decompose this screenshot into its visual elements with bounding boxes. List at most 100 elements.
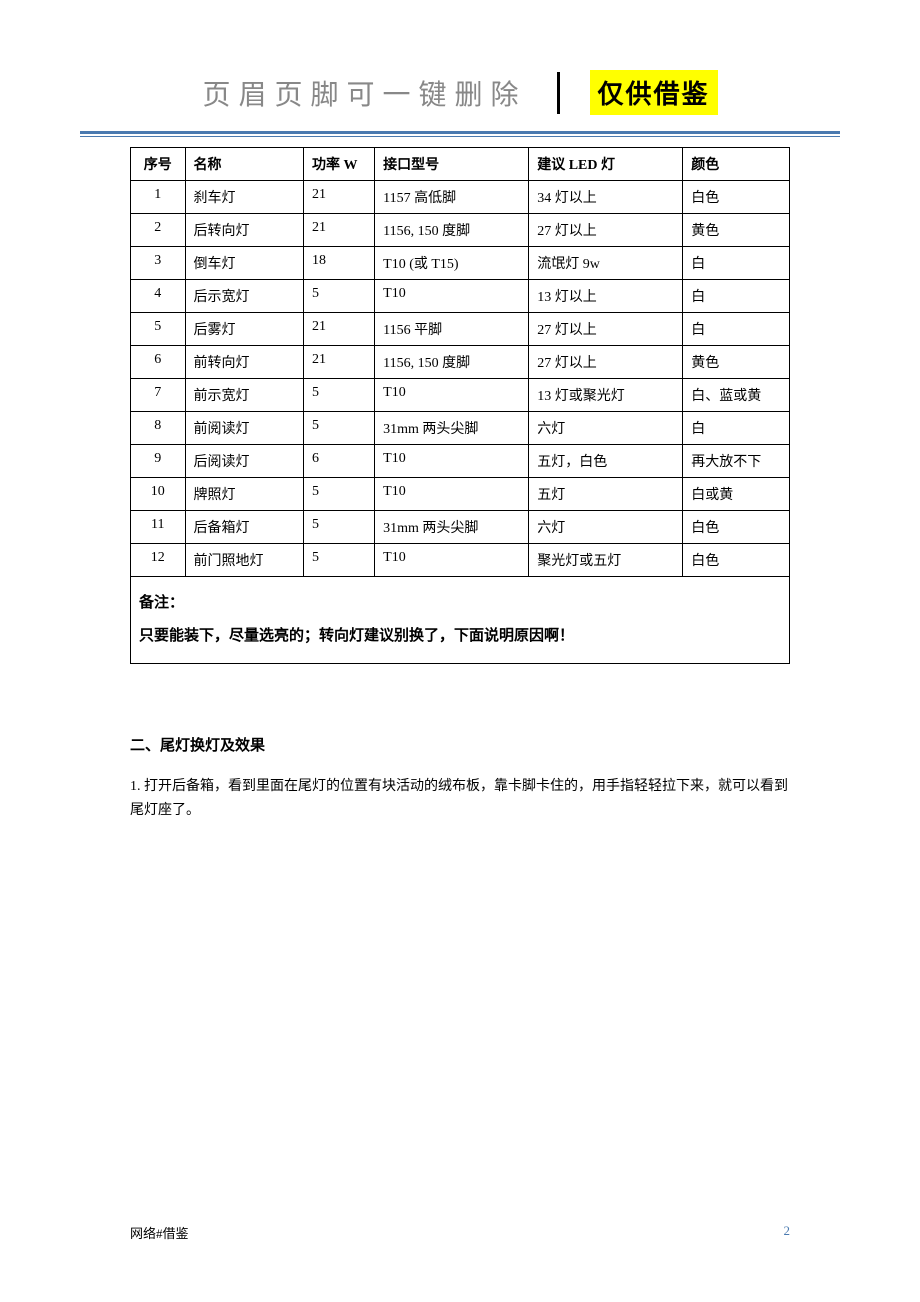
table-cell: 1156 平脚 (375, 313, 529, 346)
section2-title: 二、尾灯换灯及效果 (130, 734, 790, 755)
table-cell: 1 (131, 181, 186, 214)
table-cell: 7 (131, 379, 186, 412)
table-cell: 六灯 (529, 511, 683, 544)
table-cell: 1156, 150 度脚 (375, 346, 529, 379)
table-cell: 9 (131, 445, 186, 478)
table-cell: 21 (304, 214, 375, 247)
table-cell: 4 (131, 280, 186, 313)
table-cell: 2 (131, 214, 186, 247)
table-cell: 5 (304, 412, 375, 445)
table-cell: 白、蓝或黄 (683, 379, 790, 412)
table-row: 10牌照灯5T10五灯白或黄 (131, 478, 790, 511)
table-cell: T10 (375, 544, 529, 577)
table-cell: 前转向灯 (185, 346, 304, 379)
header-title: 页眉页脚可一键删除 (202, 73, 526, 113)
table-cell: 刹车灯 (185, 181, 304, 214)
table-row: 8前阅读灯531mm 两头尖脚六灯白 (131, 412, 790, 445)
table-cell: 前示宽灯 (185, 379, 304, 412)
note-label: 备注： (139, 595, 184, 611)
table-cell: 后雾灯 (185, 313, 304, 346)
table-cell: 白 (683, 280, 790, 313)
col-power: 功率 W (304, 148, 375, 181)
header-rule-thick (80, 131, 840, 134)
table-cell: 5 (131, 313, 186, 346)
table-cell: 后示宽灯 (185, 280, 304, 313)
table-cell: 6 (131, 346, 186, 379)
table-cell: 13 灯或聚光灯 (529, 379, 683, 412)
section2-para1: 1. 打开后备箱，看到里面在尾灯的位置有块活动的绒布板，靠卡脚卡住的，用手指轻轻… (130, 775, 790, 823)
table-row: 2后转向灯211156, 150 度脚27 灯以上黄色 (131, 214, 790, 247)
col-seq: 序号 (131, 148, 186, 181)
table-cell: 白色 (683, 544, 790, 577)
table-row: 6前转向灯211156, 150 度脚27 灯以上黄色 (131, 346, 790, 379)
table-cell: 倒车灯 (185, 247, 304, 280)
table-cell: 5 (304, 478, 375, 511)
table-row: 4后示宽灯5T1013 灯以上白 (131, 280, 790, 313)
col-name: 名称 (185, 148, 304, 181)
table-cell: 21 (304, 181, 375, 214)
table-cell: 5 (304, 544, 375, 577)
footer-page-number: 2 (784, 1223, 791, 1242)
table-cell: 13 灯以上 (529, 280, 683, 313)
table-cell: 牌照灯 (185, 478, 304, 511)
table-cell: 1156, 150 度脚 (375, 214, 529, 247)
table-cell: 后备箱灯 (185, 511, 304, 544)
col-led: 建议 LED 灯 (529, 148, 683, 181)
led-spec-table: 序号 名称 功率 W 接口型号 建议 LED 灯 颜色 1刹车灯211157 高… (130, 147, 790, 664)
table-cell: 12 (131, 544, 186, 577)
table-cell: T10 (375, 445, 529, 478)
table-cell: 前门照地灯 (185, 544, 304, 577)
table-cell: 3 (131, 247, 186, 280)
note-text: 只要能装下，尽量选亮的；转向灯建议别换了，下面说明原因啊！ (139, 628, 574, 644)
table-cell: 五灯，白色 (529, 445, 683, 478)
table-cell: 5 (304, 511, 375, 544)
table-cell: T10 (375, 379, 529, 412)
footer-left: 网络#借鉴 (130, 1223, 189, 1242)
table-cell: 五灯 (529, 478, 683, 511)
page-header: 页眉页脚可一键删除 仅供借鉴 (0, 0, 920, 125)
table-cell: 21 (304, 313, 375, 346)
header-divider (557, 72, 560, 114)
table-cell: 18 (304, 247, 375, 280)
table-cell: 白色 (683, 511, 790, 544)
table-cell: 流氓灯 9w (529, 247, 683, 280)
col-port: 接口型号 (375, 148, 529, 181)
table-row: 11后备箱灯531mm 两头尖脚六灯白色 (131, 511, 790, 544)
table-cell: 再大放不下 (683, 445, 790, 478)
table-cell: 1157 高低脚 (375, 181, 529, 214)
table-cell: 27 灯以上 (529, 346, 683, 379)
table-header-row: 序号 名称 功率 W 接口型号 建议 LED 灯 颜色 (131, 148, 790, 181)
table-cell: 11 (131, 511, 186, 544)
table-cell: 白 (683, 412, 790, 445)
table-note-cell: 备注： 只要能装下，尽量选亮的；转向灯建议别换了，下面说明原因啊！ (131, 577, 790, 664)
table-cell: 后阅读灯 (185, 445, 304, 478)
table-cell: 6 (304, 445, 375, 478)
table-cell: 31mm 两头尖脚 (375, 412, 529, 445)
table-cell: 后转向灯 (185, 214, 304, 247)
table-cell: 8 (131, 412, 186, 445)
table-cell: T10 (375, 280, 529, 313)
table-row: 3倒车灯18T10 (或 T15)流氓灯 9w白 (131, 247, 790, 280)
table-cell: 黄色 (683, 346, 790, 379)
table-cell: 27 灯以上 (529, 313, 683, 346)
table-row: 7前示宽灯5T1013 灯或聚光灯白、蓝或黄 (131, 379, 790, 412)
table-cell: 31mm 两头尖脚 (375, 511, 529, 544)
table-cell: 34 灯以上 (529, 181, 683, 214)
table-cell: 黄色 (683, 214, 790, 247)
table-row: 1刹车灯211157 高低脚34 灯以上白色 (131, 181, 790, 214)
table-cell: T10 (375, 478, 529, 511)
table-cell: 聚光灯或五灯 (529, 544, 683, 577)
table-cell: 21 (304, 346, 375, 379)
table-cell: 白色 (683, 181, 790, 214)
table-cell: 27 灯以上 (529, 214, 683, 247)
table-cell: 10 (131, 478, 186, 511)
table-cell: 六灯 (529, 412, 683, 445)
table-row: 5后雾灯211156 平脚27 灯以上白 (131, 313, 790, 346)
table-cell: 白 (683, 313, 790, 346)
reference-badge: 仅供借鉴 (590, 70, 718, 115)
table-cell: 白 (683, 247, 790, 280)
table-row: 9后阅读灯6T10五灯，白色再大放不下 (131, 445, 790, 478)
page-content: 序号 名称 功率 W 接口型号 建议 LED 灯 颜色 1刹车灯211157 高… (0, 137, 920, 823)
col-color: 颜色 (683, 148, 790, 181)
table-cell: T10 (或 T15) (375, 247, 529, 280)
